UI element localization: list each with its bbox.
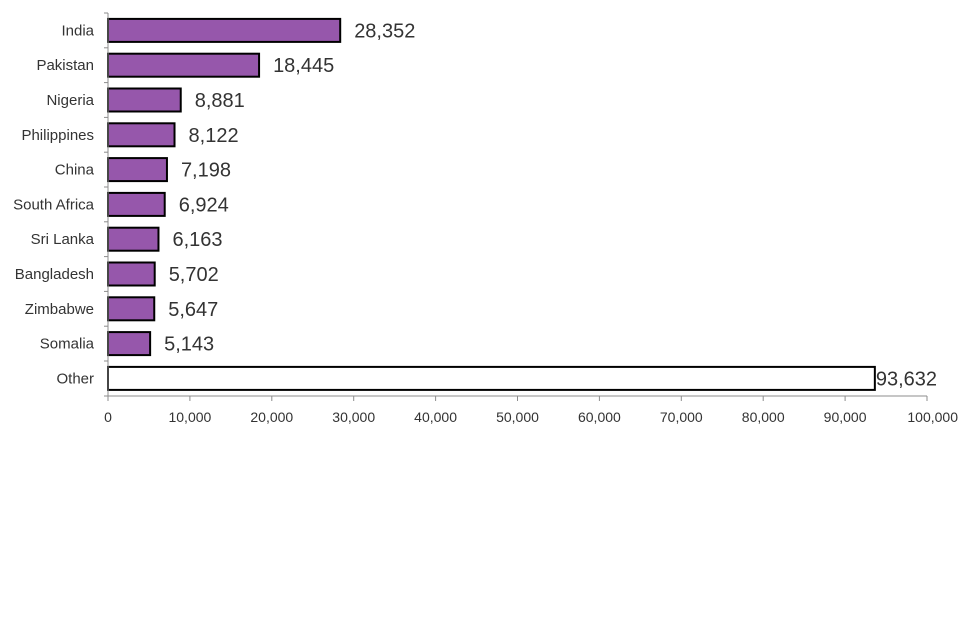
x-tick-label: 0 (104, 409, 112, 425)
bar-sri-lanka (107, 226, 160, 252)
category-label: Nigeria (46, 92, 94, 109)
value-labels-group: 28,352 18,445 8,881 8,122 7,198 6,924 6,163 5,7… (164, 20, 937, 390)
data-label: 93,632 (876, 368, 937, 390)
data-label: 5,647 (168, 299, 218, 321)
bar-india (107, 17, 342, 43)
category-label: China (55, 162, 95, 179)
bar-south-africa (107, 191, 166, 217)
x-tick-label: 20,000 (250, 409, 293, 425)
bar-pakistan (107, 52, 261, 78)
bar-china (107, 157, 168, 183)
category-label: Zimbabwe (25, 301, 94, 318)
data-label: 5,702 (169, 264, 219, 286)
x-tick-label: 100,000 (907, 409, 958, 425)
data-label: 7,198 (181, 160, 231, 182)
bar-other (107, 365, 876, 391)
category-labels-group: India Pakistan Nigeria Philippines China Sout… (13, 22, 95, 387)
x-tick-label: 50,000 (496, 409, 539, 425)
x-tick-label: 90,000 (824, 409, 867, 425)
x-tick-label: 30,000 (332, 409, 375, 425)
bar-somalia (107, 331, 152, 357)
bar-nigeria (107, 87, 182, 113)
category-label: Sri Lanka (31, 231, 95, 248)
category-label: Other (56, 370, 94, 387)
data-label: 8,122 (189, 125, 239, 147)
category-label: Pakistan (36, 57, 94, 74)
data-label: 6,163 (172, 229, 222, 251)
category-label: South Africa (13, 196, 95, 213)
bar-zimbabwe (107, 296, 156, 322)
x-tick-label: 10,000 (168, 409, 211, 425)
data-label: 8,881 (195, 90, 245, 112)
x-tick-label: 60,000 (578, 409, 621, 425)
category-label: Philippines (21, 127, 94, 144)
data-label: 5,143 (164, 334, 214, 356)
category-label: India (61, 22, 94, 39)
data-label: 28,352 (354, 20, 415, 42)
bar-philippines (107, 122, 176, 148)
x-tick-label: 80,000 (742, 409, 785, 425)
data-label: 18,445 (273, 55, 334, 77)
x-tick-label: 40,000 (414, 409, 457, 425)
x-tick-label: 70,000 (660, 409, 703, 425)
bar-bangladesh (107, 261, 156, 287)
data-label: 6,924 (179, 194, 229, 216)
x-tick-labels-group: 0 10,000 20,000 30,000 40,000 50,000 60,000 70,… (104, 409, 958, 425)
axis-ticks-group (104, 12, 928, 401)
category-label: Bangladesh (15, 266, 94, 283)
category-label: Somalia (40, 336, 95, 353)
